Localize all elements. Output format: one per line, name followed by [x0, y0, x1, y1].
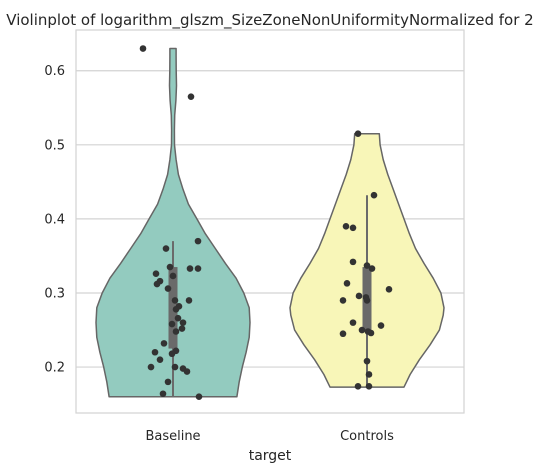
- data-point: [354, 383, 362, 390]
- data-point: [363, 357, 371, 365]
- data-point: [139, 45, 147, 52]
- data-point: [363, 262, 371, 269]
- x-tick-label: Baseline: [145, 429, 200, 444]
- data-point: [349, 224, 357, 232]
- x-tick-labels: Baseline Controls: [145, 429, 394, 444]
- data-point: [160, 340, 168, 347]
- data-point: [194, 265, 202, 272]
- data-point: [178, 325, 186, 332]
- y-tick-label: 0.5: [44, 138, 65, 153]
- data-point: [365, 371, 373, 378]
- data-point: [164, 378, 172, 386]
- data-point: [185, 297, 193, 304]
- chart-title: Violinplot of logarithm_glszm_SizeZoneNo…: [6, 11, 533, 30]
- data-point: [363, 297, 371, 304]
- data-point: [194, 237, 202, 245]
- data-point: [339, 297, 347, 304]
- y-tick-label: 0.4: [44, 212, 65, 227]
- data-point: [354, 130, 362, 138]
- data-point: [171, 363, 179, 371]
- y-tick-label: 0.2: [44, 361, 65, 376]
- iqr-box-baseline: [168, 267, 178, 349]
- data-point: [151, 348, 159, 356]
- data-point: [172, 305, 180, 313]
- y-tick-label: 0.6: [44, 64, 65, 79]
- data-point: [168, 350, 176, 358]
- data-point: [377, 322, 385, 329]
- data-point: [152, 270, 160, 278]
- data-point: [156, 356, 164, 363]
- data-points: [139, 45, 393, 401]
- data-point: [355, 292, 363, 300]
- data-point: [358, 326, 366, 334]
- data-point: [172, 328, 180, 335]
- data-point: [169, 272, 177, 280]
- data-point: [162, 245, 170, 252]
- data-point: [147, 363, 155, 371]
- data-point: [179, 319, 187, 326]
- data-point: [349, 258, 357, 266]
- data-point: [349, 319, 357, 326]
- data-point: [183, 368, 191, 375]
- data-point: [168, 320, 176, 328]
- data-point: [339, 330, 347, 338]
- y-tick-labels: 0.2 0.3 0.4 0.5 0.6: [44, 64, 65, 375]
- data-point: [195, 393, 203, 401]
- data-point: [368, 265, 376, 272]
- data-point: [187, 93, 195, 100]
- violin-baseline: [95, 47, 251, 398]
- y-tick-label: 0.3: [44, 286, 65, 301]
- data-point: [174, 314, 182, 322]
- data-point: [343, 280, 351, 287]
- data-point: [342, 223, 350, 230]
- data-point: [370, 191, 378, 199]
- data-point: [365, 383, 373, 390]
- data-point: [367, 329, 375, 337]
- data-point: [166, 263, 174, 271]
- data-point: [164, 285, 172, 292]
- data-point: [159, 390, 167, 398]
- data-point: [171, 297, 179, 304]
- data-point: [153, 280, 161, 288]
- data-point: [186, 265, 194, 272]
- data-point: [385, 285, 393, 293]
- x-tick-label: Controls: [340, 429, 394, 444]
- plot-frame: [75, 29, 465, 414]
- x-axis-label: target: [249, 448, 292, 464]
